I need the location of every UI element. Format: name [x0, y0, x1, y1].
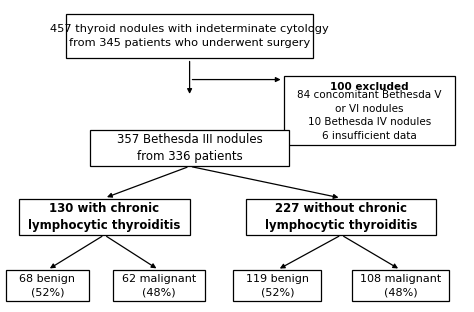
FancyBboxPatch shape	[284, 76, 455, 145]
FancyBboxPatch shape	[233, 270, 321, 301]
Text: 130 with chronic
lymphocytic thyroiditis: 130 with chronic lymphocytic thyroiditis	[28, 202, 181, 232]
Text: 62 malignant
(48%): 62 malignant (48%)	[122, 274, 196, 297]
Text: 100 excluded: 100 excluded	[330, 82, 409, 92]
Text: 457 thyroid nodules with indeterminate cytology
from 345 patients who underwent : 457 thyroid nodules with indeterminate c…	[50, 24, 329, 48]
FancyBboxPatch shape	[352, 270, 449, 301]
FancyBboxPatch shape	[66, 14, 313, 58]
Text: 119 benign
(52%): 119 benign (52%)	[246, 274, 309, 297]
Text: 108 malignant
(48%): 108 malignant (48%)	[360, 274, 441, 297]
FancyBboxPatch shape	[19, 199, 190, 235]
Text: 357 Bethesda III nodules
from 336 patients: 357 Bethesda III nodules from 336 patien…	[117, 133, 263, 163]
Text: 84 concomitant Bethesda V
or VI nodules
10 Bethesda IV nodules
6 insufficient da: 84 concomitant Bethesda V or VI nodules …	[298, 90, 442, 141]
Text: 68 benign
(52%): 68 benign (52%)	[19, 274, 75, 297]
FancyBboxPatch shape	[6, 270, 89, 301]
FancyBboxPatch shape	[246, 199, 436, 235]
Text: 227 without chronic
lymphocytic thyroiditis: 227 without chronic lymphocytic thyroidi…	[265, 202, 418, 232]
FancyBboxPatch shape	[113, 270, 205, 301]
FancyBboxPatch shape	[90, 130, 289, 166]
